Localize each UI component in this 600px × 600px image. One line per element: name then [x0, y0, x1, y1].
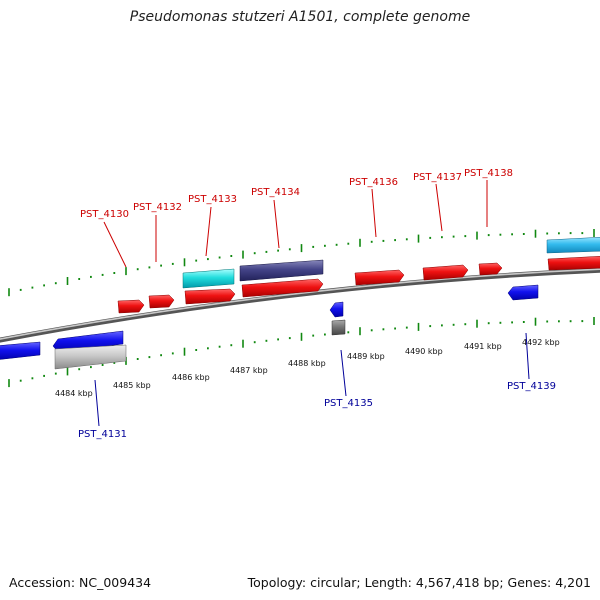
- accession-label: Accession: NC_009434: [9, 575, 152, 590]
- tick-label-4491: 4491 kbp: [464, 342, 502, 351]
- tick-row-lower: [8, 317, 595, 388]
- gene-block[interactable]: [239, 259, 324, 282]
- map-title: Pseudomonas stutzeri A1501, complete gen…: [129, 9, 471, 25]
- tick-label-4487: 4487 kbp: [230, 366, 268, 375]
- gene-block[interactable]: [182, 268, 235, 289]
- gene-label-pst-4135[interactable]: PST_4135: [324, 398, 373, 409]
- gene-block[interactable]: [54, 344, 127, 370]
- gene-label-pst-4133[interactable]: PST_4133: [188, 194, 237, 205]
- gene-arrow[interactable]: [422, 264, 469, 281]
- tick-label-4484: 4484 kbp: [55, 389, 93, 398]
- tick-label-4486: 4486 kbp: [172, 373, 210, 382]
- gene-label-pst-4139[interactable]: PST_4139: [507, 381, 556, 392]
- gene-arrow[interactable]: [478, 262, 503, 276]
- gene-label-pst-4132[interactable]: PST_4132: [133, 202, 182, 213]
- genome-summary: Topology: circular; Length: 4,567,418 bp…: [247, 575, 591, 590]
- gene-arrow[interactable]: [354, 269, 405, 286]
- gene-label-pst-4138[interactable]: PST_4138: [464, 168, 513, 179]
- gene-label-pst-4136[interactable]: PST_4136: [349, 177, 398, 188]
- gene-label-pst-4131[interactable]: PST_4131: [78, 429, 127, 440]
- gene-arrow[interactable]: [117, 299, 145, 314]
- gene-arrow[interactable]: [0, 341, 41, 360]
- tick-label-4492: 4492 kbp: [522, 338, 560, 347]
- tick-label-4485: 4485 kbp: [113, 381, 151, 390]
- gene-arrow[interactable]: [148, 294, 175, 309]
- gene-label-pst-4130[interactable]: PST_4130: [80, 209, 129, 220]
- gene-arrow[interactable]: [507, 284, 539, 301]
- genes-reverse: [0, 284, 539, 370]
- gene-arrow[interactable]: [329, 301, 344, 318]
- gene-label-pst-4137[interactable]: PST_4137: [413, 172, 462, 183]
- scale-labels: 4484 kbp 4485 kbp 4486 kbp 4487 kbp 4488…: [55, 338, 560, 398]
- gene-label-pst-4134[interactable]: PST_4134: [251, 187, 300, 198]
- tick-row-upper: [8, 229, 595, 297]
- gene-arrow[interactable]: [547, 256, 600, 271]
- gene-arrow[interactable]: [241, 278, 324, 298]
- tick-label-4490: 4490 kbp: [405, 347, 443, 356]
- gene-arrow[interactable]: [184, 288, 236, 305]
- gene-block[interactable]: [331, 319, 346, 336]
- gene-block[interactable]: [546, 237, 600, 254]
- label-leaders: [94, 180, 530, 427]
- gene-labels: PST_4130 PST_4132 PST_4133 PST_4134 PST_…: [78, 168, 556, 440]
- backbone: [0, 267, 600, 343]
- tick-label-4489: 4489 kbp: [347, 352, 385, 361]
- genes-forward: [117, 237, 600, 314]
- tick-label-4488: 4488 kbp: [288, 359, 326, 368]
